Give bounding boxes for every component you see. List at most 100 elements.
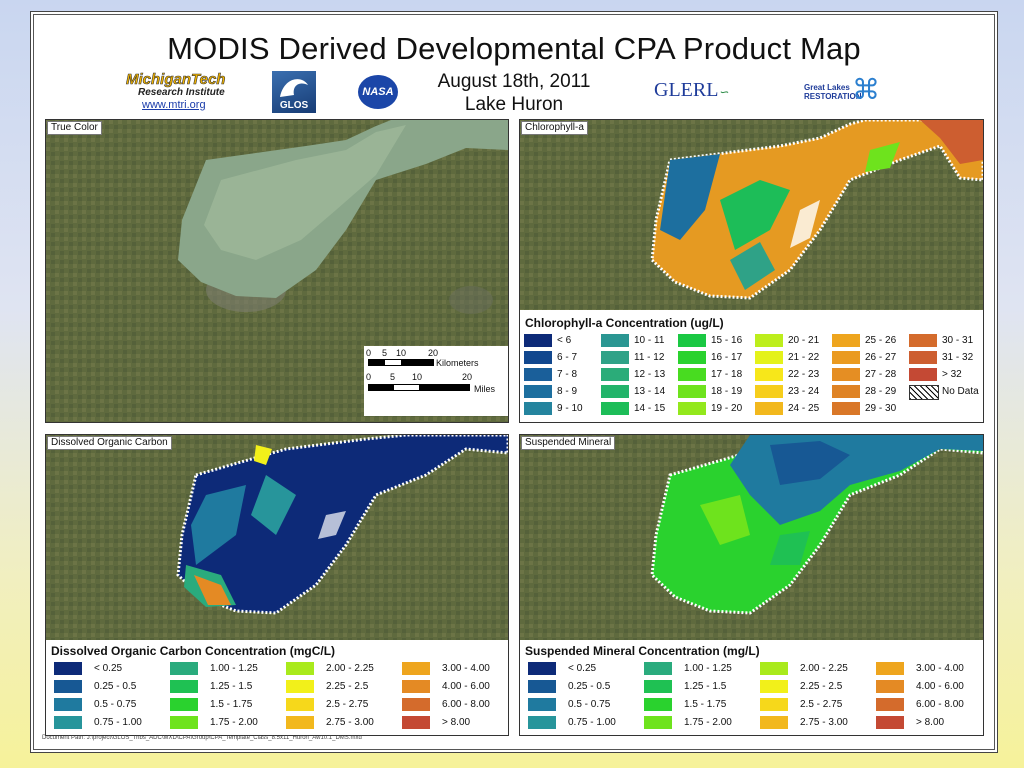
chl-legend-swatch [524,351,552,364]
glri-logo-line2: RESTORATION [804,92,862,101]
chl-legend-label: 21 - 22 [788,352,820,363]
chl-legend-label: 30 - 31 [942,335,974,346]
scale-km-unit: Kilometers [436,358,479,368]
sm-map [520,435,983,640]
chl-legend-label: 9 - 10 [557,403,583,414]
sm-legend-swatch [644,698,672,711]
doc-legend: Dissolved Organic Carbon Concentration (… [46,640,508,735]
doc-legend-swatch [402,716,430,729]
sm-legend-label: 0.25 - 0.5 [568,681,611,692]
chl-legend-swatch [832,334,860,347]
chl-legend-swatch [601,334,629,347]
chl-legend-swatch [909,368,937,381]
sm-legend-swatch [644,716,672,729]
sm-legend-title: Suspended Mineral Concentration (mg/L) [525,644,760,658]
chl-legend-title: Chlorophyll-a Concentration (ug/L) [525,316,724,330]
chl-legend-label: 11 - 12 [634,352,665,363]
sm-legend-swatch [876,662,904,675]
doc-legend-swatch [54,680,82,693]
scale-mi-tick: 0 [366,372,372,382]
doc-legend-label: 1.5 - 1.75 [210,699,253,710]
nasa-logo: NASA [358,75,398,109]
doc-legend-swatch [170,716,198,729]
doc-legend-swatch [286,698,314,711]
doc-legend-label: 0.5 - 0.75 [94,699,137,710]
glerl-wave-icon: ∽ [718,85,729,99]
sm-legend-label: 2.5 - 2.75 [800,699,843,710]
chl-legend-swatch [524,402,552,415]
chl-legend-swatch [755,351,783,364]
doc-legend-label: 2.25 - 2.5 [326,681,369,692]
glri-logo-text: Great Lakes RESTORATION [804,83,861,101]
sm-legend-swatch [528,716,556,729]
mtu-logo-subtitle: Research Institute [138,87,225,98]
doc-legend-swatch [286,680,314,693]
doc-legend-title: Dissolved Organic Carbon Concentration (… [51,644,336,658]
true-color-label: True Color [47,121,102,135]
doc-map [46,435,508,640]
sm-legend-label: 1.00 - 1.25 [684,663,732,674]
doc-label: Dissolved Organic Carbon [47,436,172,450]
doc-legend-label: 3.00 - 4.00 [442,663,490,674]
document-path: Document Path: J:\project\GLOS_Tribs_ADC… [42,735,362,741]
chl-legend-swatch [832,368,860,381]
map-title: MODIS Derived Developmental CPA Product … [167,31,861,66]
chl-legend-swatch [755,334,783,347]
sm-legend-label: 3.00 - 4.00 [916,663,964,674]
glos-logo-text: GLOS [279,100,309,111]
sm-legend-label: 2.00 - 2.25 [800,663,848,674]
sm-legend-label: 1.75 - 2.00 [684,717,732,728]
chl-legend-label: 12 - 13 [634,369,666,380]
scale-bar: 0 5 10 20 Kilometers 0 5 10 20 Miles [364,346,508,416]
sm-legend-swatch [876,680,904,693]
sm-legend-swatch [876,716,904,729]
sm-legend-label: 6.00 - 8.00 [916,699,964,710]
doc-legend-label: 2.00 - 2.25 [326,663,374,674]
map-sheet: MODIS Derived Developmental CPA Product … [33,14,995,750]
chl-legend-label: 31 - 32 [942,352,974,363]
scale-km-tick: 20 [428,348,439,358]
sm-legend-swatch [760,680,788,693]
chl-legend-swatch [832,385,860,398]
chl-legend-label: No Data [942,386,979,397]
chl-legend-label: 19 - 20 [711,403,743,414]
chl-legend-label: 15 - 16 [711,335,743,346]
chl-legend-label: 23 - 24 [788,386,820,397]
scale-mi-tick: 5 [390,372,396,382]
doc-legend-swatch [54,716,82,729]
chl-legend-swatch [601,402,629,415]
chl-legend-label: 29 - 30 [865,403,897,414]
doc-map-panel: Dissolved Organic Carbon Dissolved Organ… [45,434,509,736]
scale-mi-tick: 10 [412,372,423,382]
glos-wave-icon [280,79,308,97]
chl-legend-swatch [524,368,552,381]
sm-legend-swatch [876,698,904,711]
chl-legend-swatch [678,402,706,415]
scale-mi-bar [368,384,470,391]
doc-legend-swatch [170,680,198,693]
sm-legend-swatch [644,680,672,693]
doc-legend-label: > 8.00 [442,717,471,728]
doc-legend-label: < 0.25 [94,663,123,674]
sm-legend-swatch [528,698,556,711]
scale-km-bar [368,359,434,366]
chlorophyll-map [520,120,983,310]
true-color-map-panel: True Color 0 5 10 20 Kilometers 0 5 10 2… [45,119,509,423]
chl-legend-swatch [601,351,629,364]
chl-legend-swatch [678,385,706,398]
chl-legend-swatch [755,402,783,415]
doc-legend-swatch [402,680,430,693]
doc-legend-label: 0.75 - 1.00 [94,717,142,728]
chl-legend-label: 7 - 8 [557,369,578,380]
chl-legend-label: 25 - 26 [865,335,897,346]
chl-legend-label: > 32 [942,369,962,380]
chl-legend-label: < 6 [557,335,572,346]
doc-legend-swatch [170,662,198,675]
sm-legend-swatch [528,662,556,675]
chl-legend-swatch [678,368,706,381]
mtu-website-link[interactable]: www.mtri.org [142,99,206,111]
doc-legend-label: 1.25 - 1.5 [210,681,253,692]
chl-legend-swatch [524,334,552,347]
chl-legend-label: 24 - 25 [788,403,820,414]
doc-legend-label: 1.00 - 1.25 [210,663,258,674]
